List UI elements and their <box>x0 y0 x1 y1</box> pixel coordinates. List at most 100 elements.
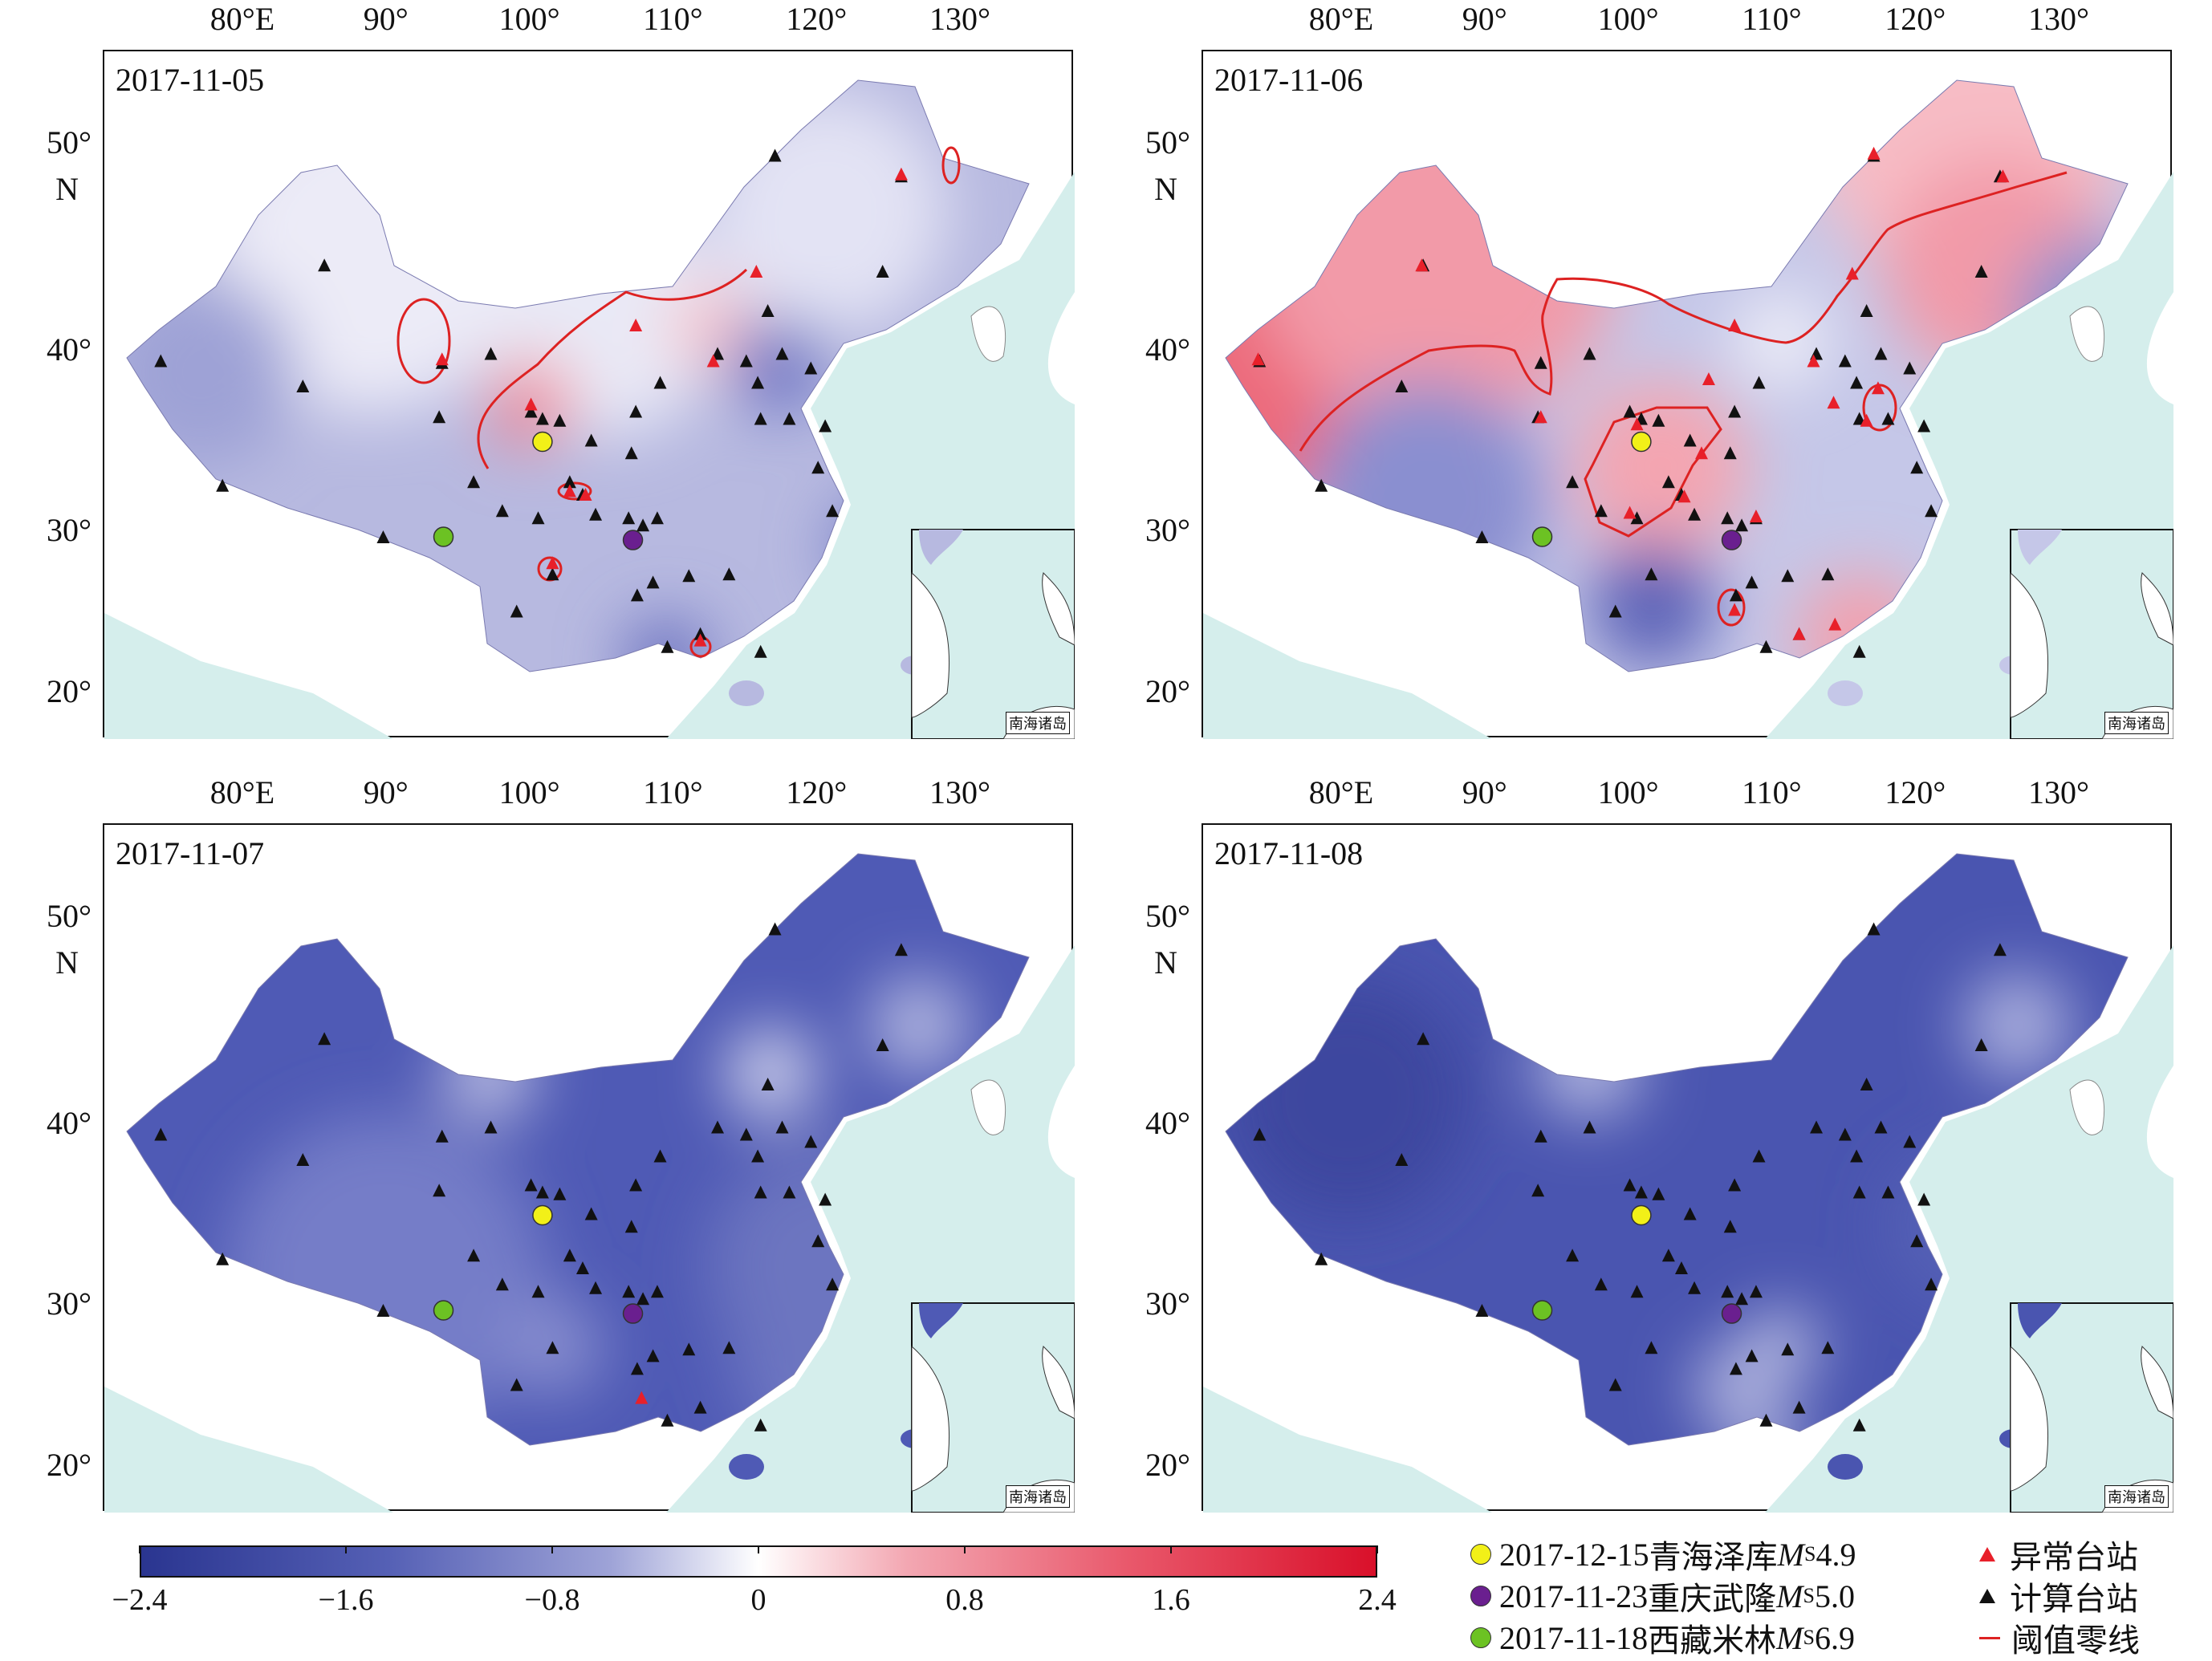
lat-tick-label: 40° <box>47 1105 91 1141</box>
map-panel-2017-11-06: 2017-11-06 南海诸岛 <box>1202 50 2173 739</box>
computed-station-icon <box>1723 446 1737 460</box>
anomalous-station-icon <box>1827 396 1840 409</box>
north-label: N <box>1154 944 1177 981</box>
computed-station-icon <box>1566 1249 1580 1262</box>
computed-station-icon <box>1721 1285 1734 1298</box>
computed-station-icon <box>467 475 481 489</box>
computed-station-icon <box>589 1281 603 1294</box>
computed-station-icon <box>1683 433 1697 447</box>
panel-date: 2017-11-06 <box>1214 62 1364 98</box>
mag-sub: S <box>1803 1626 1815 1649</box>
computed-station-icon <box>1534 355 1547 369</box>
anomalous-station-icon <box>524 397 538 411</box>
computed-station-icon <box>553 413 567 427</box>
lon-tick-label: 130° <box>929 774 990 810</box>
computed-station-icon <box>804 1135 818 1148</box>
japan-land <box>1047 292 1075 404</box>
computed-station-icon <box>1925 1277 1938 1291</box>
lat-tick-label: 30° <box>47 512 91 548</box>
hainan <box>729 680 764 706</box>
lat-tick-label: 30° <box>1145 1285 1190 1322</box>
computed-station-icon <box>629 404 643 418</box>
computed-station-icon <box>754 644 767 658</box>
computed-station-icon <box>1475 1304 1489 1318</box>
earthquake-epicenter-icon <box>622 1303 644 1324</box>
computed-station-icon <box>1745 575 1759 589</box>
computed-station-icon <box>589 507 603 521</box>
lon-tick-label: 80°E <box>209 1 275 37</box>
computed-station-icon <box>1910 461 1924 474</box>
eq-date: 2017-12-15 <box>1499 1536 1649 1573</box>
threshold-zero-line <box>1584 406 1722 538</box>
computed-station-icon <box>1852 1185 1866 1199</box>
computed-station-icon <box>1608 1378 1622 1391</box>
computed-station-icon <box>775 347 789 360</box>
computed-station-icon <box>1594 1277 1608 1291</box>
earthquake-marker-icon <box>1470 1544 1491 1565</box>
lat-tick-label: 40° <box>1145 1105 1190 1141</box>
computed-station-icon <box>1729 588 1742 602</box>
south-china-sea-inset <box>911 1302 1075 1513</box>
mag-prefix: M <box>1777 1536 1804 1573</box>
computed-station-icon <box>546 567 559 581</box>
anomalous-station-icon <box>1702 372 1715 385</box>
threshold-zero-line <box>396 298 451 384</box>
computed-station-icon <box>510 1378 523 1391</box>
panel-date: 2017-11-08 <box>1214 835 1364 871</box>
computed-station-icon <box>819 419 832 433</box>
threshold-zero-line <box>1717 588 1746 627</box>
computed-station-icon <box>1583 1120 1596 1134</box>
hainan <box>729 1454 764 1480</box>
computed-station-icon <box>1728 1178 1742 1192</box>
lon-tick-label: 100° <box>1597 774 1659 810</box>
computed-station-icon <box>711 1120 725 1134</box>
north-label: N <box>55 944 79 981</box>
computed-station-icon <box>1630 1285 1644 1298</box>
computed-station-icon <box>433 410 446 424</box>
computed-station-icon <box>630 588 644 602</box>
computed-station-icon <box>1634 1185 1648 1199</box>
computed-station-icon <box>819 1192 832 1206</box>
lat-tick-label: 20° <box>1145 673 1190 709</box>
computed-station-icon <box>1395 380 1409 392</box>
computed-station-icon <box>1688 1281 1702 1294</box>
japan-land <box>2146 1066 2173 1178</box>
computed-station-icon <box>624 446 638 460</box>
computed-station-icon <box>1630 511 1644 525</box>
computed-station-icon <box>1729 1362 1742 1375</box>
black-triangle-icon <box>1979 1589 1995 1603</box>
colorbar-tick-mark <box>345 1545 347 1553</box>
computed-station-icon <box>1728 404 1742 418</box>
computed-station-icon <box>1974 264 1988 278</box>
computed-station-icon <box>1821 1341 1835 1354</box>
lon-tick-label: 130° <box>2028 1 2089 37</box>
eq-place: 西藏米林 <box>1648 1622 1777 1659</box>
lon-tick-label: 120° <box>1885 1 1946 37</box>
computed-station-icon <box>1395 1153 1409 1166</box>
map-panel-2017-11-05: 2017-11-05 南海诸岛 <box>103 50 1075 739</box>
computed-station-icon <box>1781 569 1795 583</box>
computed-station-icon <box>1974 1038 1988 1051</box>
computed-station-icon <box>661 1413 674 1427</box>
computed-station-icon <box>1417 1032 1430 1046</box>
hainan <box>1828 1454 1863 1480</box>
colorbar-tick-mark <box>139 1545 140 1553</box>
computed-station-icon <box>722 1341 736 1354</box>
computed-station-icon <box>1623 404 1637 418</box>
computed-station-icon <box>754 1185 767 1199</box>
lon-tick-label: 100° <box>498 1 560 37</box>
computed-station-icon <box>575 1261 589 1274</box>
eq-mag: 5.0 <box>1814 1578 1855 1614</box>
north-label: N <box>55 171 79 207</box>
computed-station-icon <box>1752 376 1766 389</box>
computed-station-icon <box>1850 376 1864 389</box>
computed-station-icon <box>693 627 707 640</box>
anomalous-station-icon <box>1677 489 1691 503</box>
anomalous-station-icon <box>750 264 763 278</box>
computed-station-icon <box>1253 1127 1267 1141</box>
lat-tick-label: 50° <box>1145 898 1190 934</box>
legend-earthquake-3: 2017-11-18 西藏米林 M S 6.9 <box>1470 1614 1855 1661</box>
anomalous-station-icon <box>546 556 559 570</box>
computed-station-icon <box>804 361 818 375</box>
computed-station-icon <box>1583 347 1596 360</box>
